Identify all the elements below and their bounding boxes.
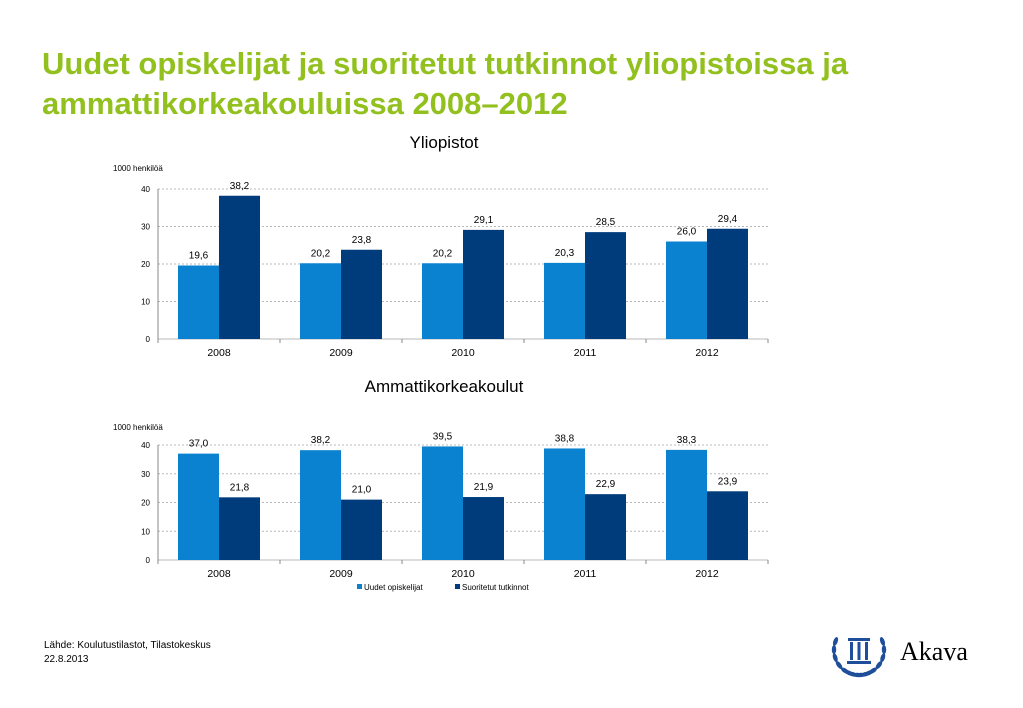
- bar: [219, 497, 260, 560]
- laurel-leaf: [868, 667, 877, 674]
- x-category-label: 2012: [695, 347, 719, 359]
- laurel-leaf: [879, 637, 886, 646]
- y-axis-unit-label: 1000 henkilöä: [113, 164, 163, 173]
- bar: [463, 229, 504, 339]
- bar: [707, 491, 748, 560]
- data-label: 19,6: [189, 251, 209, 262]
- x-category-label: 2011: [574, 568, 597, 580]
- legend-label: Uudet opiskelijat: [364, 583, 423, 592]
- bar: [178, 265, 219, 339]
- y-tick-label: 30: [141, 470, 150, 479]
- laurel-leaf: [832, 637, 839, 646]
- data-label: 38,2: [311, 435, 331, 446]
- y-tick-label: 10: [141, 527, 150, 536]
- data-label: 29,1: [474, 215, 494, 226]
- x-category-label: 2008: [207, 347, 231, 359]
- data-label: 29,4: [718, 214, 738, 225]
- bar: [300, 450, 341, 560]
- x-category-label: 2009: [329, 347, 353, 359]
- legend-swatch: [357, 584, 362, 589]
- data-label: 37,0: [189, 439, 209, 450]
- data-label: 21,0: [352, 485, 372, 496]
- bar: [219, 195, 260, 339]
- data-label: 26,0: [677, 227, 697, 238]
- source-date: 22.8.2013: [44, 654, 89, 665]
- laurel-leaf: [875, 661, 883, 669]
- bar: [300, 263, 341, 339]
- data-label: 38,8: [555, 433, 575, 444]
- y-tick-label: 0: [146, 335, 151, 344]
- bar: [178, 453, 219, 560]
- laurel-leaf: [832, 653, 838, 663]
- laurel-columns-icon: [831, 637, 887, 678]
- y-tick-label: 30: [141, 223, 150, 232]
- data-label: 23,9: [718, 476, 738, 487]
- data-label: 23,8: [352, 235, 372, 246]
- bar: [463, 497, 504, 560]
- bar: [707, 228, 748, 339]
- bar: [585, 232, 626, 339]
- chart-title: Ammattikorkeakoulut: [365, 377, 524, 396]
- laurel-leaf: [860, 671, 870, 677]
- logo-wordmark: Akava: [900, 637, 968, 666]
- data-label: 20,2: [311, 248, 331, 259]
- bar: [544, 448, 585, 560]
- laurel-leaf: [844, 670, 854, 676]
- laurel-leaf: [881, 644, 887, 655]
- bar: [341, 499, 382, 560]
- x-category-label: 2009: [329, 568, 353, 580]
- y-tick-label: 40: [141, 185, 150, 194]
- laurel-leaf: [835, 661, 843, 669]
- data-label: 22,9: [596, 479, 616, 490]
- bar: [422, 446, 463, 560]
- slide-title: Uudet opiskelijat ja suoritetut tutkinno…: [42, 46, 849, 121]
- y-tick-label: 40: [141, 441, 150, 450]
- bar: [585, 494, 626, 560]
- x-category-label: 2010: [451, 568, 475, 580]
- data-label: 20,2: [433, 248, 453, 259]
- x-category-label: 2011: [574, 347, 597, 359]
- data-label: 21,8: [230, 482, 250, 493]
- bar: [341, 249, 382, 339]
- y-tick-label: 20: [141, 499, 150, 508]
- chart-ammattikorkeakoulut: Ammattikorkeakoulut 1000 henkilöä 0 10 20 30 4…: [113, 377, 769, 592]
- laurel-leaf: [831, 644, 837, 655]
- bar: [666, 241, 707, 339]
- chart-title: Yliopistot: [410, 133, 479, 152]
- y-tick-label: 20: [141, 260, 150, 269]
- bar: [666, 449, 707, 560]
- bar: [544, 262, 585, 339]
- x-category-label: 2008: [207, 568, 231, 580]
- bar: [422, 263, 463, 339]
- y-tick-label: 0: [146, 556, 151, 565]
- laurel-leaf: [852, 672, 862, 678]
- chart-yliopistot: Yliopistot 1000 henkilöä 0 10 20 30 40 2008 19,6…: [113, 133, 769, 359]
- y-tick-label: 10: [141, 298, 150, 307]
- x-category-label: 2012: [695, 568, 719, 580]
- data-label: 21,9: [474, 482, 494, 493]
- laurel-leaf: [880, 653, 886, 663]
- x-category-label: 2010: [451, 347, 475, 359]
- data-label: 38,2: [230, 181, 250, 192]
- data-label: 28,5: [596, 217, 616, 228]
- data-label: 38,3: [677, 435, 697, 446]
- data-label: 39,5: [433, 431, 453, 442]
- legend-label: Suoritetut tutkinnot: [462, 583, 529, 592]
- data-label: 20,3: [555, 248, 575, 259]
- y-axis-unit-label: 1000 henkilöä: [113, 423, 163, 432]
- legend-swatch: [455, 584, 460, 589]
- source-note: Lähde: Koulutustilastot, Tilastokeskus 2…: [44, 639, 211, 667]
- source-line: Lähde: Koulutustilastot, Tilastokeskus: [44, 640, 211, 651]
- akava-logo: Akava: [831, 637, 968, 678]
